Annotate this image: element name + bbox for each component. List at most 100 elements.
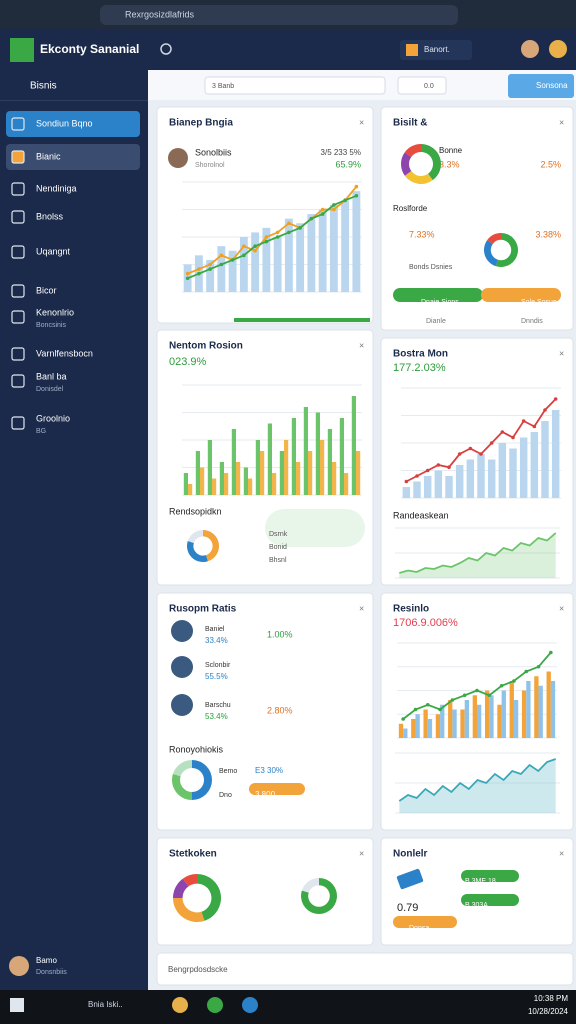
pill[interactable] bbox=[481, 288, 561, 302]
nav-label[interactable]: Banl ba bbox=[36, 371, 67, 381]
pill[interactable] bbox=[249, 783, 305, 795]
point bbox=[401, 717, 405, 721]
taskbar-app[interactable] bbox=[207, 997, 223, 1013]
search-icon[interactable] bbox=[160, 43, 172, 55]
point bbox=[487, 693, 492, 698]
taskbar-app[interactable] bbox=[242, 997, 258, 1013]
card-label: Dnndis bbox=[521, 318, 543, 325]
point bbox=[543, 408, 547, 412]
point bbox=[447, 465, 451, 470]
bar bbox=[332, 462, 337, 495]
nav-item[interactable] bbox=[6, 144, 140, 170]
nav-label[interactable]: Bicor bbox=[36, 285, 57, 295]
start-button[interactable] bbox=[10, 998, 24, 1012]
bar bbox=[448, 700, 453, 738]
close-button[interactable]: × bbox=[559, 348, 564, 358]
point bbox=[413, 707, 418, 712]
donut-slice bbox=[300, 878, 337, 914]
point bbox=[197, 271, 201, 276]
close-button[interactable]: × bbox=[359, 117, 364, 127]
close-button[interactable]: × bbox=[559, 603, 564, 613]
card-label: 023.9% bbox=[169, 356, 207, 368]
close-button[interactable]: × bbox=[559, 117, 564, 127]
primary-button[interactable] bbox=[508, 74, 574, 98]
point bbox=[208, 267, 212, 271]
card-title: Nentom Rosion bbox=[169, 341, 243, 352]
card-title: Bianep Bngia bbox=[169, 118, 233, 129]
bar bbox=[272, 473, 277, 495]
avatar[interactable] bbox=[549, 40, 567, 58]
card-label: 33.4% bbox=[205, 636, 228, 645]
nav-label[interactable]: Varnlfensbocn bbox=[36, 348, 93, 358]
card-label: Donsa bbox=[409, 925, 429, 932]
avatar[interactable] bbox=[521, 40, 539, 58]
pill[interactable] bbox=[393, 916, 457, 928]
nav-icon bbox=[11, 284, 25, 298]
pill[interactable] bbox=[393, 288, 483, 302]
point bbox=[475, 688, 479, 693]
nav-icon bbox=[11, 347, 25, 361]
close-button[interactable]: × bbox=[559, 848, 564, 858]
bar bbox=[296, 223, 305, 292]
bar bbox=[403, 728, 408, 738]
nav-icon bbox=[11, 416, 25, 430]
card-label: Randeaskean bbox=[393, 510, 449, 520]
bar bbox=[534, 676, 539, 738]
close-button[interactable]: × bbox=[359, 603, 364, 613]
pill[interactable] bbox=[461, 870, 519, 882]
pill[interactable] bbox=[461, 894, 519, 906]
close-button[interactable]: × bbox=[359, 848, 364, 858]
taskbar-app[interactable] bbox=[172, 997, 188, 1013]
bar bbox=[291, 418, 296, 495]
taskbar bbox=[0, 990, 576, 1024]
area-line bbox=[398, 758, 556, 802]
bar bbox=[519, 437, 528, 498]
donut-slice bbox=[186, 541, 208, 563]
point bbox=[549, 650, 553, 655]
point bbox=[404, 479, 409, 484]
nav-label[interactable]: Kenonlrio bbox=[36, 307, 74, 317]
profile-photo bbox=[171, 620, 193, 642]
pill[interactable] bbox=[265, 509, 365, 547]
close-button[interactable]: × bbox=[359, 340, 364, 350]
card-label: Sole Sosue bbox=[521, 299, 557, 306]
point bbox=[242, 244, 246, 248]
nav-label[interactable]: Uqangnt bbox=[36, 246, 71, 256]
point bbox=[553, 397, 558, 401]
nav-label[interactable]: Bnolss bbox=[36, 211, 64, 221]
card-label: Roslforde bbox=[393, 204, 428, 213]
point bbox=[425, 702, 430, 707]
donut-slice bbox=[421, 144, 442, 181]
bar bbox=[267, 423, 272, 495]
point bbox=[354, 184, 359, 189]
nav-label[interactable]: Groolnio bbox=[36, 413, 70, 423]
profile-photo bbox=[168, 148, 188, 168]
nav-label[interactable]: Bianic bbox=[36, 151, 61, 161]
donut-slice bbox=[182, 874, 197, 887]
card-label: Bonid bbox=[269, 544, 287, 551]
card-label: 2.5% bbox=[540, 159, 561, 169]
point bbox=[436, 463, 441, 467]
bar bbox=[207, 440, 212, 495]
profile-photo bbox=[171, 656, 193, 678]
bar bbox=[219, 462, 224, 495]
card-title: Stetkoken bbox=[169, 849, 217, 860]
nav-item[interactable] bbox=[6, 111, 140, 137]
bar bbox=[402, 487, 411, 498]
tab[interactable] bbox=[204, 76, 386, 95]
bar bbox=[303, 407, 308, 495]
bar bbox=[188, 484, 193, 495]
point bbox=[197, 267, 201, 271]
bar bbox=[477, 454, 485, 498]
point bbox=[242, 253, 246, 258]
card-label: 7.33% bbox=[409, 229, 435, 239]
bar bbox=[487, 459, 496, 498]
chip[interactable] bbox=[397, 76, 447, 95]
bar bbox=[455, 465, 464, 498]
card-label: 177.2.03% bbox=[393, 362, 446, 374]
nav-label[interactable]: Sondiun Bqno bbox=[36, 118, 93, 128]
card-label: Barschu bbox=[205, 702, 231, 709]
address-bar[interactable] bbox=[100, 5, 458, 25]
nav-label[interactable]: Nendiniga bbox=[36, 183, 77, 193]
